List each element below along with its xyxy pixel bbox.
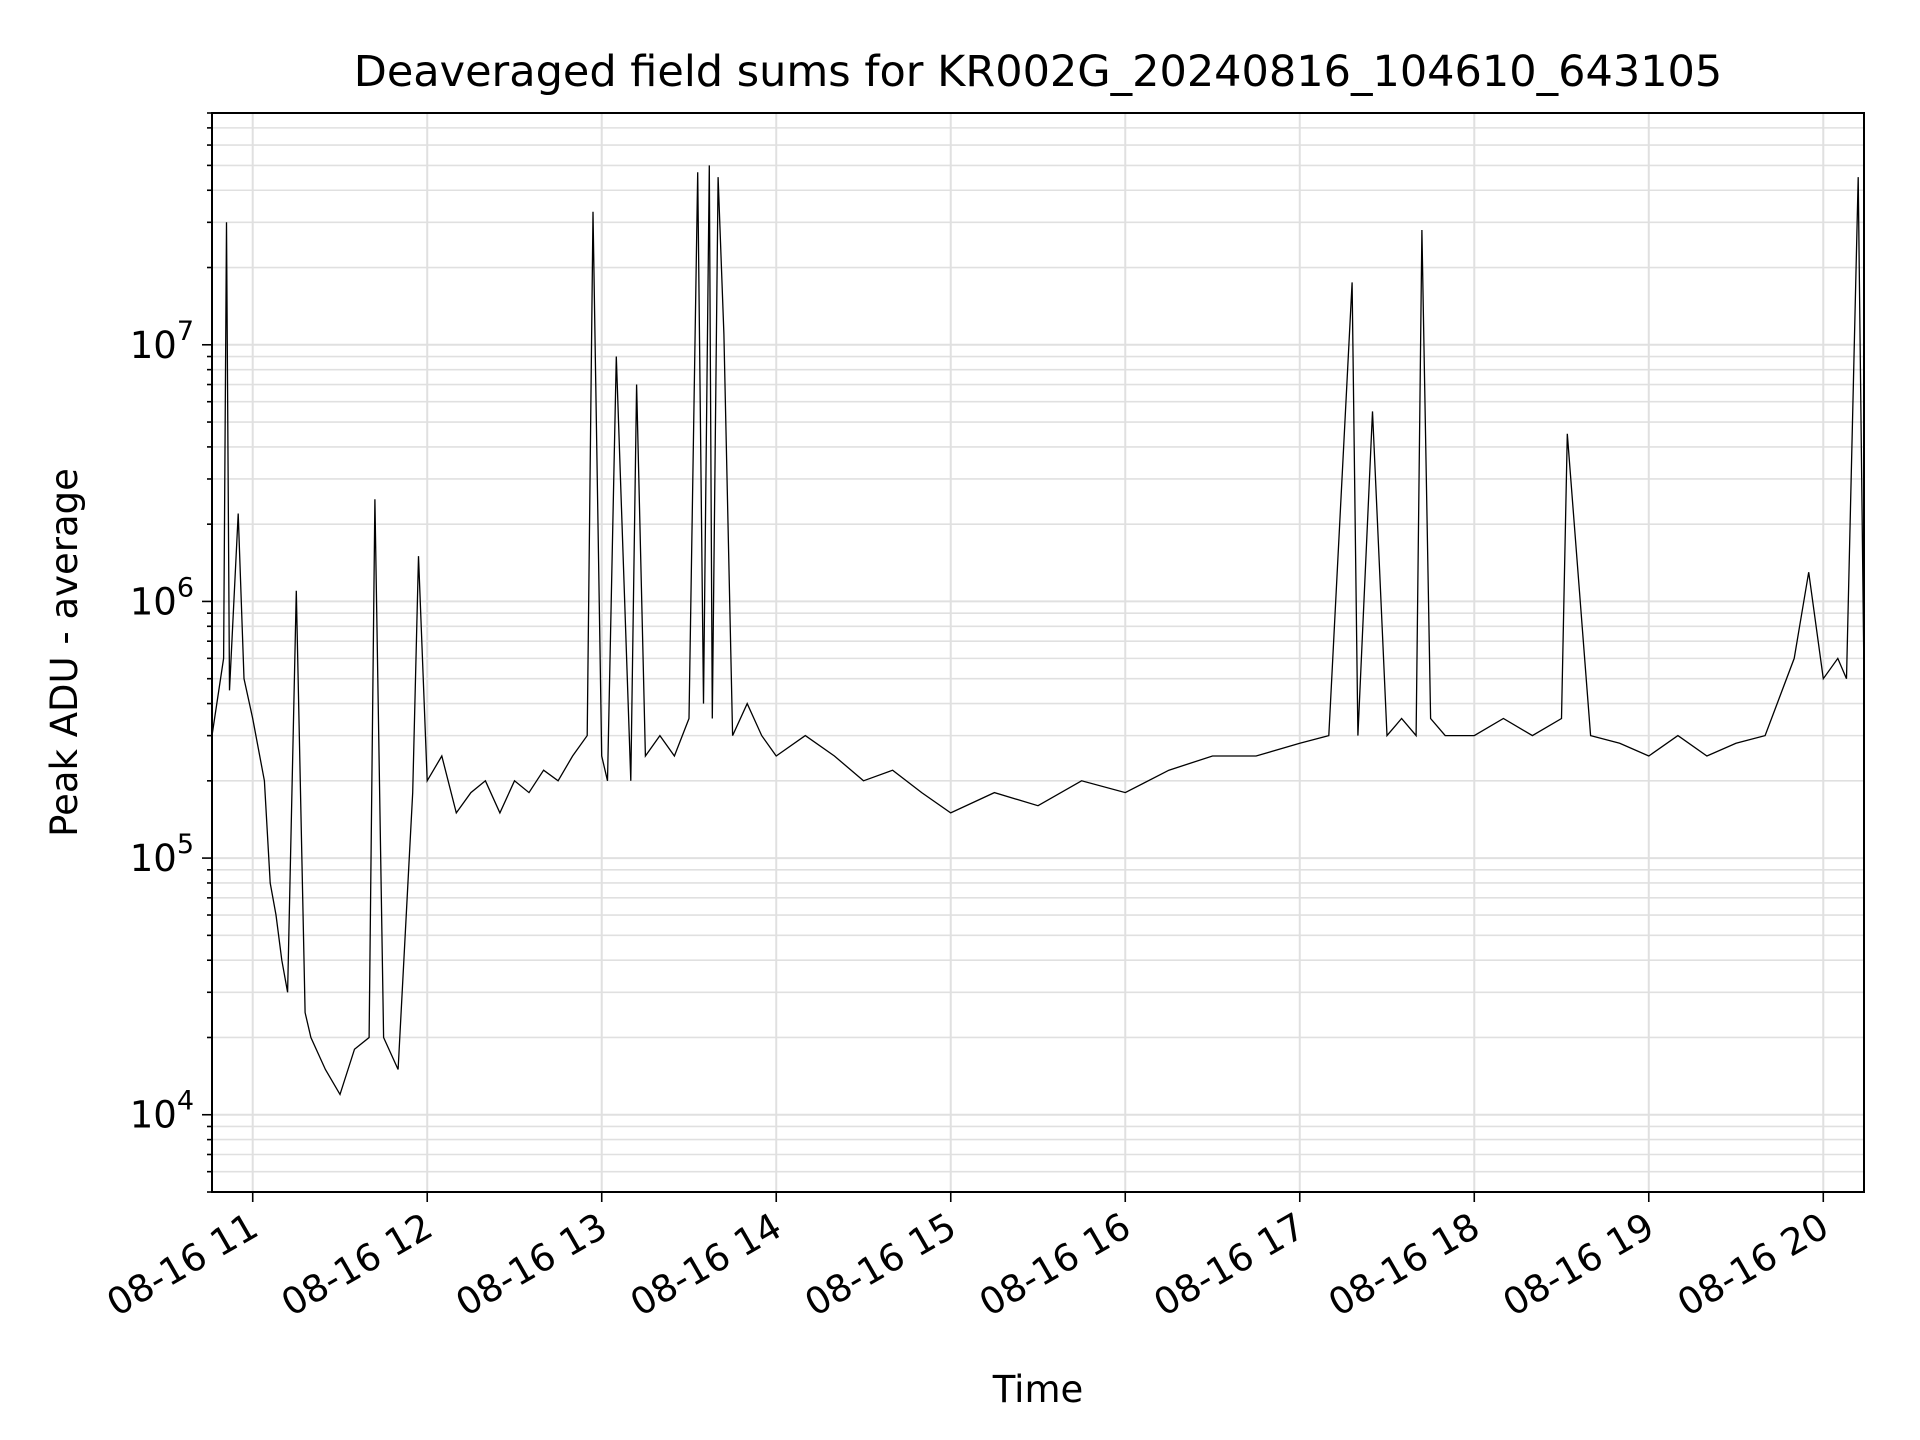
- y-tick-label: 106: [130, 572, 194, 623]
- grid: [212, 112, 1864, 1193]
- plot-frame: [211, 112, 1865, 1193]
- series-line: [211, 165, 1865, 1096]
- chart-title: Deaveraged field sums for KR002G_2024081…: [354, 47, 1723, 97]
- x-axis-label: Time: [992, 1368, 1084, 1411]
- y-tick-label: 105: [130, 829, 194, 880]
- y-tick-label: 107: [130, 316, 194, 367]
- y-tick-label: 104: [130, 1086, 194, 1137]
- y-axis-label: Peak ADU - average: [43, 468, 86, 837]
- series-group: [211, 165, 1865, 1096]
